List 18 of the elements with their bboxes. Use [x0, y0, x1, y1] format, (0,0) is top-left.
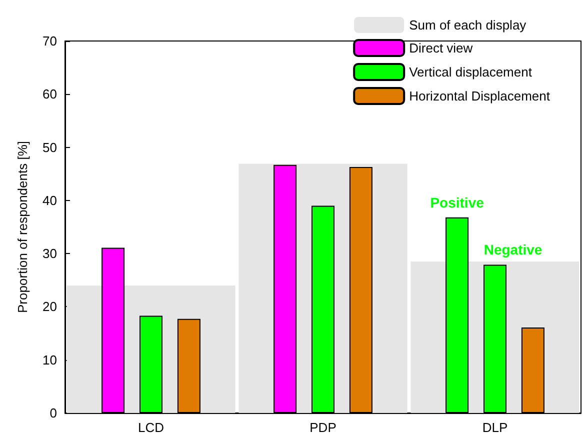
data-label: Negative — [484, 242, 542, 258]
legend-label: Horizontal Displacement — [409, 88, 550, 104]
x-tick-label: DLP — [482, 420, 508, 434]
y-tick-label: 40 — [42, 192, 57, 208]
y-tick-label: 20 — [42, 299, 57, 314]
x-tick-label: PDP — [310, 420, 336, 434]
y-tick-label: 60 — [42, 86, 57, 102]
x-tick-label: LCD — [138, 420, 164, 434]
y-tick-label: 0 — [50, 406, 57, 420]
data-label: Positive — [430, 194, 484, 210]
legend-label: Sum of each display — [409, 18, 527, 32]
y-tick-label: 10 — [42, 352, 57, 368]
y-axis-title: Proportion of respondents [%] — [15, 141, 30, 313]
legend-label: Direct view — [409, 40, 474, 56]
legend-label: Vertical displacement — [409, 64, 532, 80]
y-tick-label: 70 — [42, 34, 57, 48]
y-tick-label: 30 — [42, 246, 57, 262]
y-tick-label: 50 — [42, 140, 57, 155]
